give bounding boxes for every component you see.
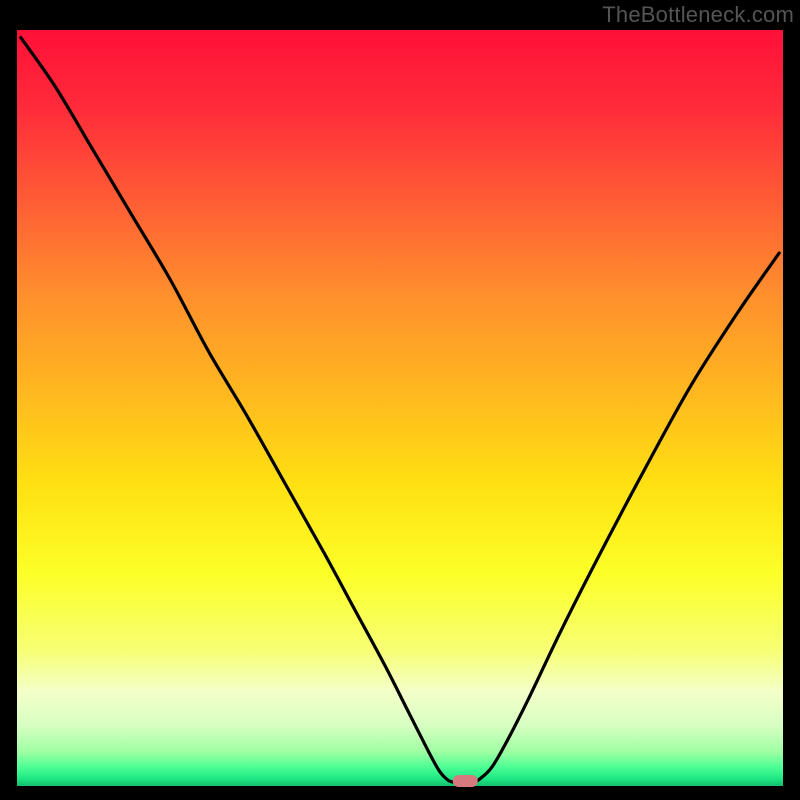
chart-container: TheBottleneck.com (0, 0, 800, 800)
gradient-background (17, 30, 783, 786)
optimal-marker (453, 775, 478, 787)
watermark-text: TheBottleneck.com (602, 2, 794, 28)
plot-svg (17, 30, 783, 786)
plot-area (17, 30, 783, 786)
